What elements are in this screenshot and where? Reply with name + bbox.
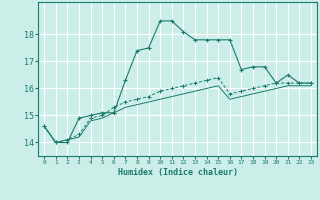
X-axis label: Humidex (Indice chaleur): Humidex (Indice chaleur) (118, 168, 238, 177)
